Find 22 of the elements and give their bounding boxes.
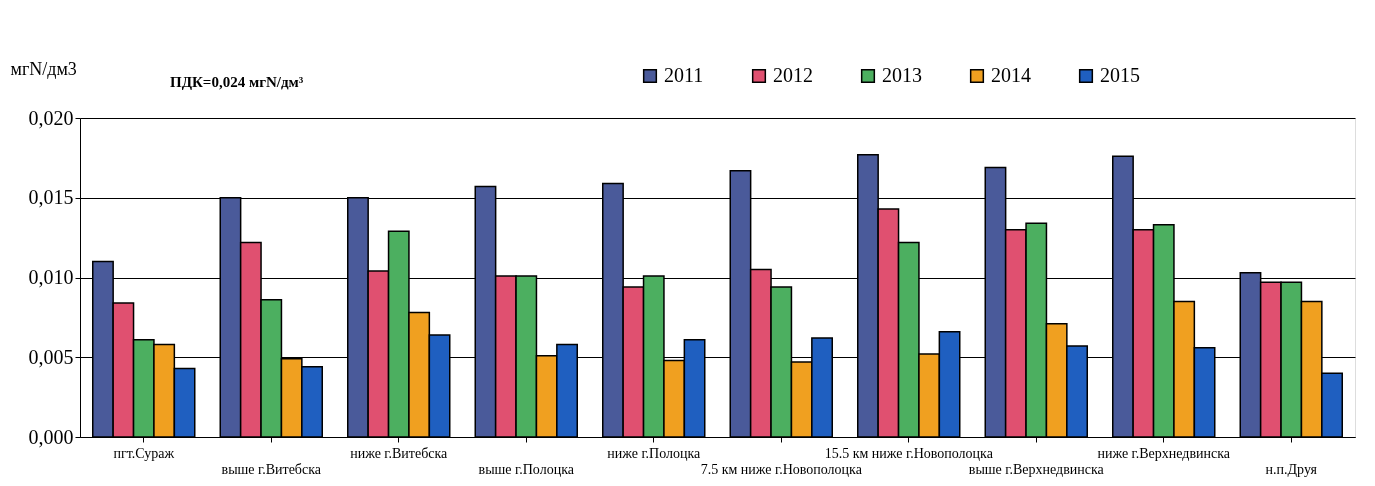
x-tick-label: 15.5 км ниже г.Новополоцка — [824, 445, 994, 461]
y-tick-label: 0,005 — [28, 345, 74, 368]
legend-label: 2015 — [1100, 64, 1140, 86]
y-axis-title: мгN/дм3 — [10, 58, 77, 79]
y-tick-label: 0,015 — [28, 186, 74, 209]
legend-label: 2011 — [664, 64, 704, 86]
y-tick-label: 0,000 — [28, 425, 74, 448]
legend-label: 2014 — [991, 64, 1031, 86]
x-tick-label: ниже г.Верхнедвинска — [1097, 445, 1231, 461]
x-tick-label: ниже г.Полоцка — [607, 445, 702, 461]
x-tick-label: выше г.Верхнедвинска — [968, 461, 1105, 477]
y-tick-label: 0,010 — [28, 266, 74, 288]
y-tick-label: 0,020 — [28, 106, 74, 129]
x-tick-label: н.п.Друя — [1265, 461, 1318, 477]
x-tick-label: выше г.Полоцка — [478, 461, 575, 477]
legend-label: 2013 — [882, 64, 922, 86]
legend-label: 2012 — [773, 64, 813, 86]
x-tick-label: ниже г.Витебска — [350, 445, 449, 461]
x-tick-label: выше г.Витебска — [221, 461, 322, 477]
x-tick-label: пгт.Сураж — [113, 445, 175, 461]
x-tick-label: 7.5 км ниже г.Новополоцка — [700, 461, 863, 477]
text: ПДК=0,024 мгN/дм³ — [170, 74, 304, 90]
